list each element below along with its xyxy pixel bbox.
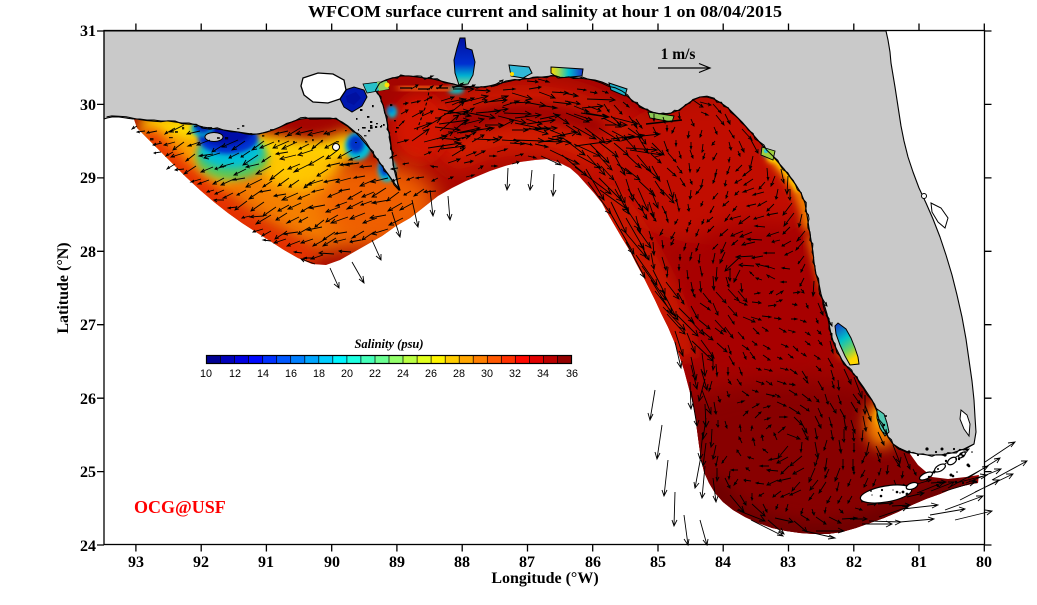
svg-text:31: 31	[80, 23, 96, 40]
svg-text:1 m/s: 1 m/s	[661, 46, 696, 63]
svg-text:10: 10	[200, 368, 212, 380]
svg-text:30: 30	[481, 368, 493, 380]
svg-text:36: 36	[566, 368, 578, 380]
svg-text:Latitude (°N): Latitude (°N)	[55, 242, 72, 333]
svg-text:87: 87	[519, 554, 535, 571]
svg-text:18: 18	[313, 368, 325, 380]
svg-text:14: 14	[257, 368, 269, 380]
svg-text:82: 82	[846, 554, 862, 571]
svg-text:32: 32	[509, 368, 521, 380]
svg-text:83: 83	[780, 554, 796, 571]
svg-text:34: 34	[537, 368, 549, 380]
svg-text:90: 90	[324, 554, 340, 571]
svg-text:84: 84	[715, 554, 731, 571]
svg-text:Salinity (psu): Salinity (psu)	[354, 337, 423, 351]
svg-text:16: 16	[285, 368, 297, 380]
svg-text:26: 26	[80, 391, 96, 408]
svg-text:81: 81	[911, 554, 927, 571]
svg-text:85: 85	[650, 554, 666, 571]
svg-text:92: 92	[193, 554, 209, 571]
svg-text:88: 88	[454, 554, 470, 571]
svg-text:86: 86	[585, 554, 601, 571]
svg-text:89: 89	[389, 554, 405, 571]
svg-text:93: 93	[128, 554, 144, 571]
svg-text:WFCOM surface current and sali: WFCOM surface current and salinity at ho…	[308, 2, 782, 21]
svg-text:27: 27	[80, 317, 96, 334]
svg-text:25: 25	[80, 464, 96, 481]
svg-text:24: 24	[397, 368, 409, 380]
svg-text:80: 80	[976, 554, 992, 571]
svg-text:28: 28	[80, 244, 96, 261]
svg-text:20: 20	[341, 368, 353, 380]
svg-text:22: 22	[369, 368, 381, 380]
svg-text:OCG@USF: OCG@USF	[134, 497, 226, 517]
svg-text:Longitude (°W): Longitude (°W)	[491, 570, 598, 587]
svg-text:91: 91	[258, 554, 274, 571]
svg-text:30: 30	[80, 97, 96, 114]
svg-text:28: 28	[453, 368, 465, 380]
svg-text:26: 26	[425, 368, 437, 380]
svg-text:12: 12	[229, 368, 241, 380]
svg-text:24: 24	[80, 538, 96, 555]
svg-text:29: 29	[80, 170, 96, 187]
